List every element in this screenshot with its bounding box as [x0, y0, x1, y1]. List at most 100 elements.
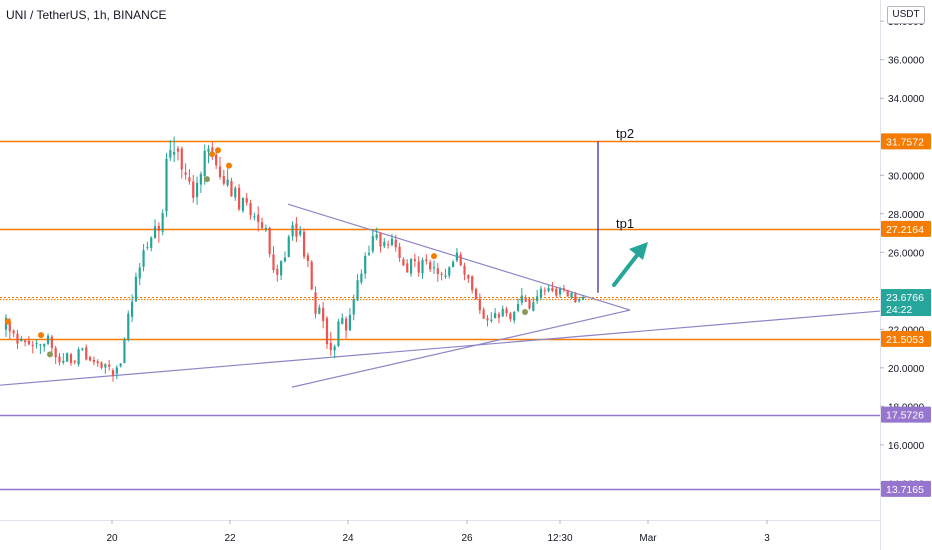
candle	[73, 359, 76, 365]
up-arrow-head	[629, 242, 648, 260]
tp2-label: tp2	[616, 126, 634, 141]
candle-body	[169, 150, 172, 158]
candle	[280, 260, 283, 281]
candle-body	[46, 335, 50, 344]
currency-label[interactable]: USDT	[887, 6, 925, 24]
tp1-label: tp1	[616, 216, 634, 231]
candle-body	[455, 252, 459, 261]
signal-dot	[215, 147, 221, 154]
candle-body	[402, 259, 405, 266]
candle	[440, 271, 443, 281]
candle	[558, 286, 562, 297]
time-axis: 20 22 24 26 12:30 Mar 3	[0, 520, 880, 544]
time-tick-label: 22	[224, 533, 236, 544]
candle	[69, 353, 73, 366]
candle	[299, 225, 302, 237]
candle	[222, 169, 225, 186]
candle-body	[249, 202, 252, 216]
candle-body	[494, 313, 497, 319]
candle-body	[77, 349, 80, 365]
candle-body	[352, 299, 355, 315]
candle-body	[203, 150, 206, 177]
candle	[543, 287, 546, 296]
candle	[528, 297, 531, 310]
signal-dot	[38, 332, 44, 339]
candle-body	[360, 273, 363, 283]
signal-dot	[431, 253, 437, 260]
candle	[249, 199, 252, 220]
candle	[77, 347, 80, 367]
candle-body	[551, 287, 554, 292]
candle	[207, 145, 210, 164]
candle-body	[436, 268, 439, 274]
candle	[161, 209, 164, 236]
candle	[379, 232, 382, 253]
candle-body	[295, 223, 298, 237]
candle	[134, 272, 138, 302]
candle-body	[207, 148, 210, 152]
targets: tp2 tp1	[597, 126, 648, 293]
candle	[322, 301, 325, 329]
candle	[555, 286, 558, 298]
candle	[138, 262, 141, 286]
candle	[413, 253, 416, 267]
price-level-tag-bg	[881, 406, 931, 423]
candle	[562, 285, 565, 293]
candle-body	[85, 347, 88, 360]
candle-body	[234, 188, 237, 198]
candle-body	[119, 363, 122, 367]
candle	[344, 316, 348, 339]
candle-body	[444, 275, 447, 277]
candle-body	[88, 357, 92, 361]
candle	[268, 226, 271, 258]
candle-body	[81, 348, 84, 350]
candle	[264, 224, 267, 233]
candle	[27, 336, 31, 346]
candle	[169, 140, 172, 162]
candle-body	[513, 312, 516, 321]
candle-body	[111, 370, 115, 377]
candle	[329, 331, 332, 356]
candle	[146, 241, 149, 251]
price-tick-label: 30.0000	[888, 171, 925, 182]
price-level-tag-text: 31.7572	[886, 136, 924, 148]
candle-body	[409, 259, 413, 274]
candle	[218, 156, 222, 180]
candle	[165, 152, 168, 217]
candle	[570, 292, 573, 300]
candle	[516, 298, 520, 313]
candle	[295, 217, 298, 243]
candle-body	[283, 257, 287, 262]
candle-body	[39, 344, 42, 346]
price-level-tag-bg	[881, 220, 931, 237]
candle-body	[390, 238, 394, 245]
candle	[497, 311, 501, 324]
candle-body	[130, 301, 134, 317]
candle	[444, 268, 447, 279]
candle-body	[92, 359, 95, 363]
candle	[459, 251, 462, 267]
candle	[12, 329, 15, 338]
candle	[4, 314, 8, 338]
candle-body	[104, 364, 107, 368]
candle-body	[157, 225, 160, 231]
candle-body	[299, 230, 302, 235]
candle	[192, 175, 195, 203]
candle	[482, 307, 485, 320]
candle	[54, 345, 57, 364]
candle-body	[27, 340, 31, 345]
candle-body	[142, 250, 145, 267]
signal-dot	[522, 309, 528, 315]
signal-dot	[47, 351, 53, 358]
candle-body	[325, 318, 329, 345]
candle	[463, 262, 466, 281]
candle	[111, 368, 115, 382]
candle	[532, 297, 535, 312]
candle-body	[497, 314, 501, 318]
candle-body	[150, 237, 153, 248]
candle	[287, 234, 290, 258]
candle	[436, 263, 439, 282]
candle-body	[440, 273, 443, 275]
